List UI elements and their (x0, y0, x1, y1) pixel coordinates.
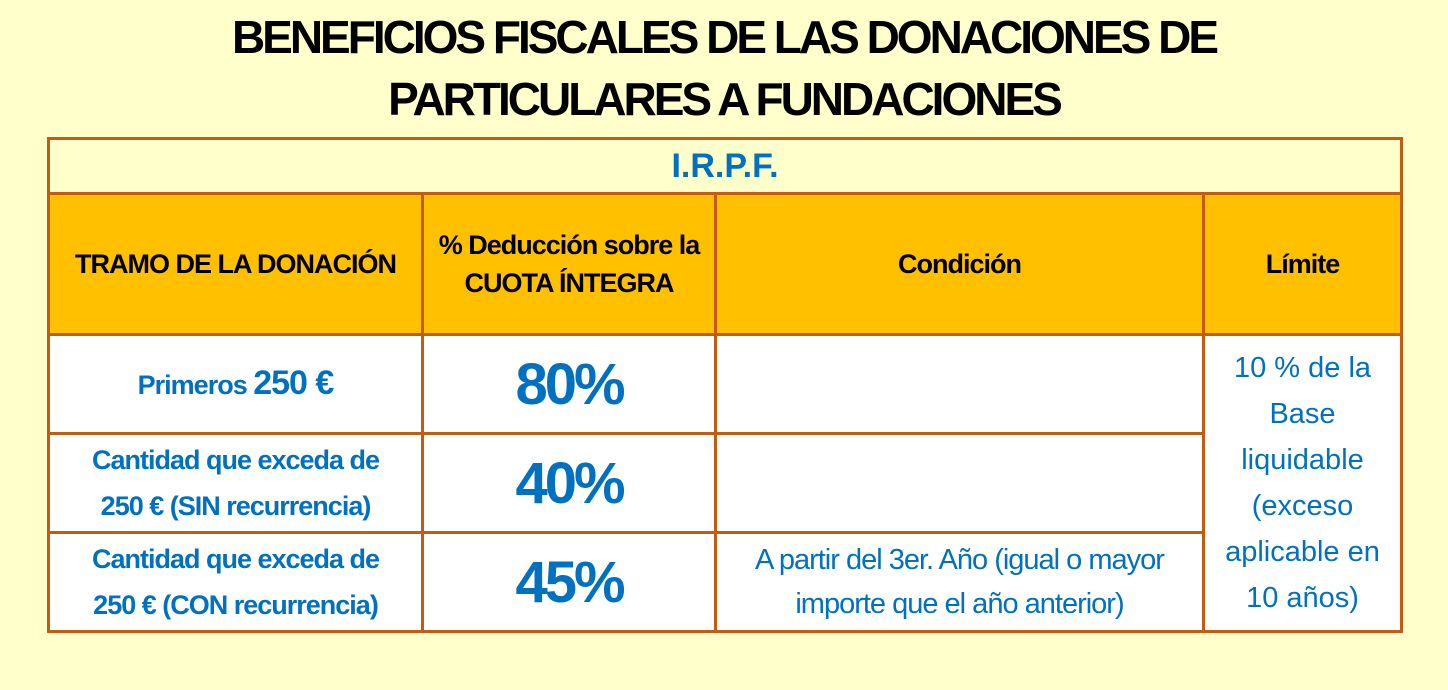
tramo-amount: 250 € (SIN recurrencia) (100, 491, 372, 521)
page-title: BENEFICIOS FISCALES DE LAS DONACIONES DE… (0, 6, 1448, 130)
header-condicion: Condición (714, 192, 1205, 336)
table-row: Primeros 250 € 80% 10 % de la Base liqui… (47, 333, 1403, 633)
tramo-cell: Cantidad que exceda de 250 € (CON recurre… (47, 531, 424, 633)
title-line-2: PARTICULARES A FUNDACIONES (388, 73, 1063, 125)
condition-cell (714, 333, 1205, 435)
benefits-table: I.R.P.F. TRAMO DE LA DONACIÓN % Deducció… (47, 137, 1403, 633)
tramo-amount: 250 € (253, 364, 334, 402)
tramo-amount: 250 € (CON recurrencia) (93, 590, 379, 620)
condition-cell: A partir del 3er. Año (igual o mayor imp… (714, 531, 1205, 633)
header-limite: Límite (1202, 192, 1403, 336)
pct-cell: 40% (421, 432, 717, 534)
condition-cell (714, 432, 1205, 534)
pct-cell: 80% (421, 333, 717, 435)
table-row: Cantidad que exceda de 250 € (CON recurre… (47, 531, 1402, 633)
tramo-text: Cantidad que exceda de (91, 544, 380, 574)
tramo-text: Primeros (137, 370, 248, 400)
tramo-cell: Primeros 250 € (47, 333, 424, 435)
pct-cell: 45% (421, 531, 717, 633)
table-row: Cantidad que exceda de 250 € (SIN recurre… (47, 432, 1402, 534)
tramo-cell: Cantidad que exceda de 250 € (SIN recurre… (47, 432, 424, 534)
header-deduccion: % Deducción sobre la CUOTA ÍNTEGRA (421, 192, 717, 336)
tramo-text: Cantidad que exceda de (91, 445, 380, 475)
title-line-1: BENEFICIOS FISCALES DE LAS DONACIONES DE (231, 11, 1219, 63)
section-irpf: I.R.P.F. (47, 137, 1403, 195)
limit-cell: 10 % de la Base liquidable (exceso aplic… (1202, 333, 1403, 633)
header-tramo: TRAMO DE LA DONACIÓN (47, 192, 424, 336)
